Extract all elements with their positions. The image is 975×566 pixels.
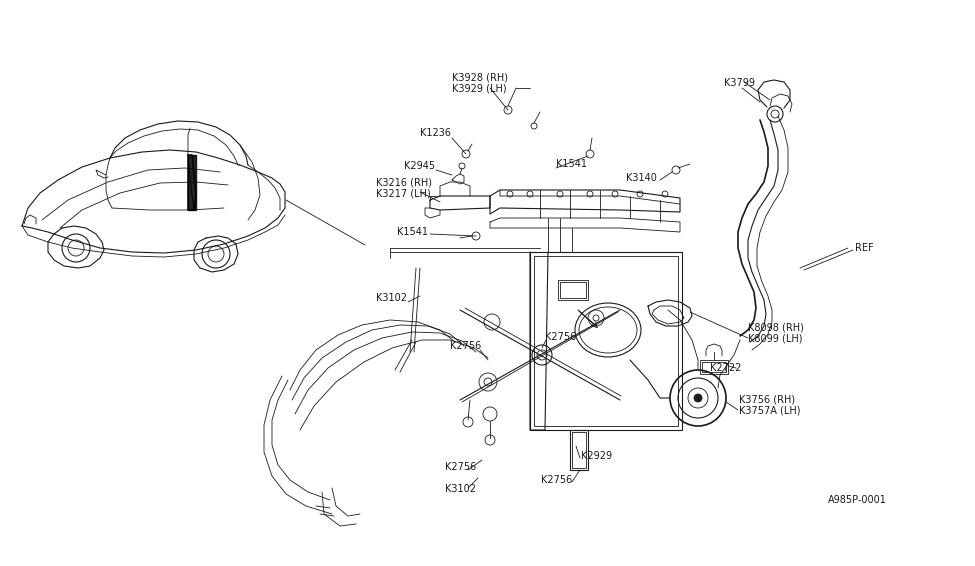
Text: K2722: K2722 (710, 363, 741, 373)
Bar (572, 432, 586, 468)
Text: K2756: K2756 (445, 462, 476, 472)
Text: K2756: K2756 (450, 341, 482, 351)
Text: K1236: K1236 (420, 128, 451, 138)
Bar (558, 280, 588, 300)
Bar (700, 360, 728, 374)
Bar (702, 362, 726, 372)
Text: K2756: K2756 (541, 475, 572, 485)
Text: K8098 (RH)
K8099 (LH): K8098 (RH) K8099 (LH) (748, 322, 803, 344)
Text: K3102: K3102 (376, 293, 407, 303)
Text: K3216 (RH)
K3217 (LH): K3216 (RH) K3217 (LH) (376, 177, 432, 199)
Bar (530, 252, 682, 430)
Text: K3799: K3799 (724, 78, 755, 88)
Text: K2929: K2929 (581, 451, 612, 461)
Text: K1541: K1541 (556, 159, 587, 169)
Text: K2756: K2756 (545, 332, 576, 342)
Text: K3102: K3102 (445, 484, 476, 494)
Text: K2945: K2945 (404, 161, 435, 171)
Text: K3928 (RH)
K3929 (LH): K3928 (RH) K3929 (LH) (452, 72, 508, 93)
Text: A985P-0001: A985P-0001 (828, 495, 887, 505)
Bar (534, 256, 678, 426)
Text: K3140: K3140 (626, 173, 657, 183)
Circle shape (694, 394, 702, 402)
Text: REF: REF (855, 243, 874, 253)
Text: K3756 (RH)
K3757A (LH): K3756 (RH) K3757A (LH) (739, 394, 800, 416)
Bar (560, 282, 586, 298)
Text: K1541: K1541 (397, 227, 428, 237)
Polygon shape (188, 155, 196, 210)
Bar (570, 430, 588, 470)
